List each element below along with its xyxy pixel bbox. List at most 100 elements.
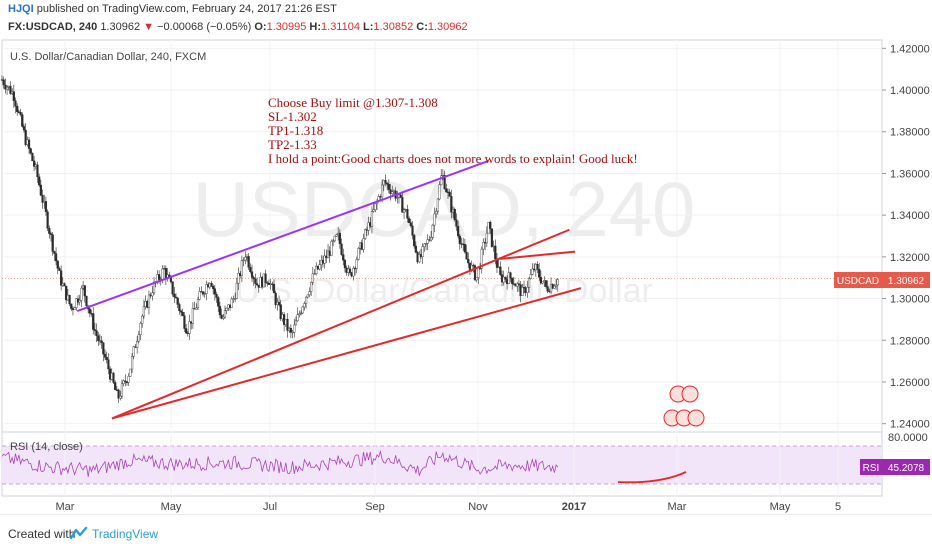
candle-body: [516, 283, 519, 287]
candle-body: [171, 281, 174, 295]
candle-body: [482, 242, 485, 250]
publish-info: published on TradingView.com, February 2…: [36, 3, 337, 15]
economic-events[interactable]: [663, 385, 705, 427]
candle-body: [225, 307, 228, 311]
candle-body: [2, 79, 5, 86]
candle-body: [124, 380, 127, 383]
candle-body: [380, 184, 384, 198]
event-flag-icon[interactable]: [681, 385, 699, 403]
candle-body: [536, 264, 539, 270]
event-flag-icon[interactable]: [687, 409, 705, 427]
candle-body: [127, 376, 130, 383]
time-axis[interactable]: Mar May Jul Sep Nov 2017 Mar May 5: [56, 501, 842, 513]
candle-body: [100, 340, 103, 343]
candle-body: [183, 315, 186, 329]
candle-body: [9, 85, 12, 94]
candle-body: [158, 274, 161, 280]
candle-body: [147, 294, 151, 308]
candle-body: [213, 288, 216, 295]
candle-body: [14, 100, 17, 107]
candle-body: [330, 241, 333, 256]
candle-body: [293, 324, 296, 333]
candle-body: [117, 389, 120, 399]
trendline-channel-top[interactable]: [76, 159, 489, 313]
rsi-band: [2, 446, 882, 484]
time-tick-label: May: [770, 501, 791, 513]
candle-body: [151, 292, 154, 297]
price-badge-value-bg: [882, 272, 930, 288]
candle-body: [433, 213, 436, 226]
candle-body: [435, 210, 438, 215]
candle-body: [296, 314, 299, 322]
chart-area[interactable]: USDCAD, 240 U.S. Dollar/Canadian Dollar …: [0, 36, 932, 514]
candle-body: [526, 287, 529, 293]
candle-body: [299, 312, 303, 315]
description-watermark: U.S. Dollar/Canadian Dollar: [235, 272, 653, 310]
price-badge-label: USDCAD: [837, 276, 879, 287]
candle-body: [426, 239, 429, 244]
rsi-top-tick: 80.0000: [888, 432, 928, 444]
candle-body: [107, 359, 110, 370]
candle-body: [80, 287, 83, 301]
price-tick-label: 1.38000: [890, 127, 930, 139]
time-tick-label: Mar: [56, 501, 75, 513]
candle-body: [161, 268, 164, 280]
price-axis[interactable]: 1.42000 1.40000 1.38000 1.36000 1.34000 1.320…: [882, 43, 930, 431]
candle-body: [436, 198, 439, 212]
candle-body: [68, 294, 71, 305]
annotation-line-1: Choose Buy limit @1.307-1.308: [268, 95, 438, 110]
candle-body: [489, 221, 492, 229]
candle-body: [247, 256, 250, 268]
candle-body: [458, 235, 461, 244]
trendline-resistance-flat[interactable]: [499, 250, 576, 260]
candle-body: [173, 293, 176, 298]
candle-body: [409, 222, 412, 227]
close-label: C:: [416, 21, 428, 33]
candle-body: [308, 291, 311, 296]
tradingview-brand-link[interactable]: TradingView: [92, 527, 159, 541]
candle-body: [242, 259, 245, 262]
candle-body: [465, 251, 468, 260]
candle-body: [301, 306, 304, 314]
trendlines[interactable]: [76, 159, 582, 420]
candle-body: [139, 323, 142, 336]
price-tick-label: 1.30000: [890, 294, 930, 306]
time-tick-label: 2017: [562, 501, 586, 513]
candle-body: [178, 304, 181, 312]
candle-body: [494, 245, 497, 260]
symbol-label[interactable]: FX:USDCAD, 240: [8, 21, 98, 33]
candle-body: [60, 270, 63, 286]
candle-body: [169, 277, 173, 282]
price-pane[interactable]: [1, 39, 883, 433]
price-tick-label: 1.32000: [890, 252, 930, 264]
time-tick-label: Mar: [668, 501, 687, 513]
candle-body: [181, 312, 184, 316]
author-link[interactable]: HJQI: [8, 3, 34, 15]
candle-body: [51, 234, 54, 252]
candle-body: [217, 297, 220, 307]
trade-annotation[interactable]: Choose Buy limit @1.307-1.308 SL-1.302 T…: [268, 95, 638, 166]
trendline-support-lower[interactable]: [111, 287, 582, 420]
candle-body: [556, 279, 559, 286]
candle-body: [22, 126, 26, 131]
time-tick-label: Sep: [365, 501, 385, 513]
tradingview-logo-icon[interactable]: [70, 526, 88, 540]
candle-body: [130, 356, 134, 370]
candle-body: [54, 253, 58, 262]
candle-body: [399, 194, 402, 198]
candle-body: [343, 260, 347, 269]
candle-body: [230, 298, 233, 308]
trendline-support-steep[interactable]: [111, 228, 570, 420]
candle-body: [463, 244, 466, 253]
candle-body: [555, 284, 558, 287]
candle-body: [95, 330, 98, 336]
candle-body: [114, 382, 117, 391]
candle-body: [310, 281, 313, 292]
candle-body: [453, 209, 456, 221]
candle-body: [136, 340, 139, 348]
candle-body: [342, 254, 345, 261]
candle-body: [92, 313, 95, 330]
candle-body: [485, 232, 488, 244]
candle-body: [125, 381, 129, 384]
annotation-line-2: SL-1.302: [268, 109, 317, 124]
